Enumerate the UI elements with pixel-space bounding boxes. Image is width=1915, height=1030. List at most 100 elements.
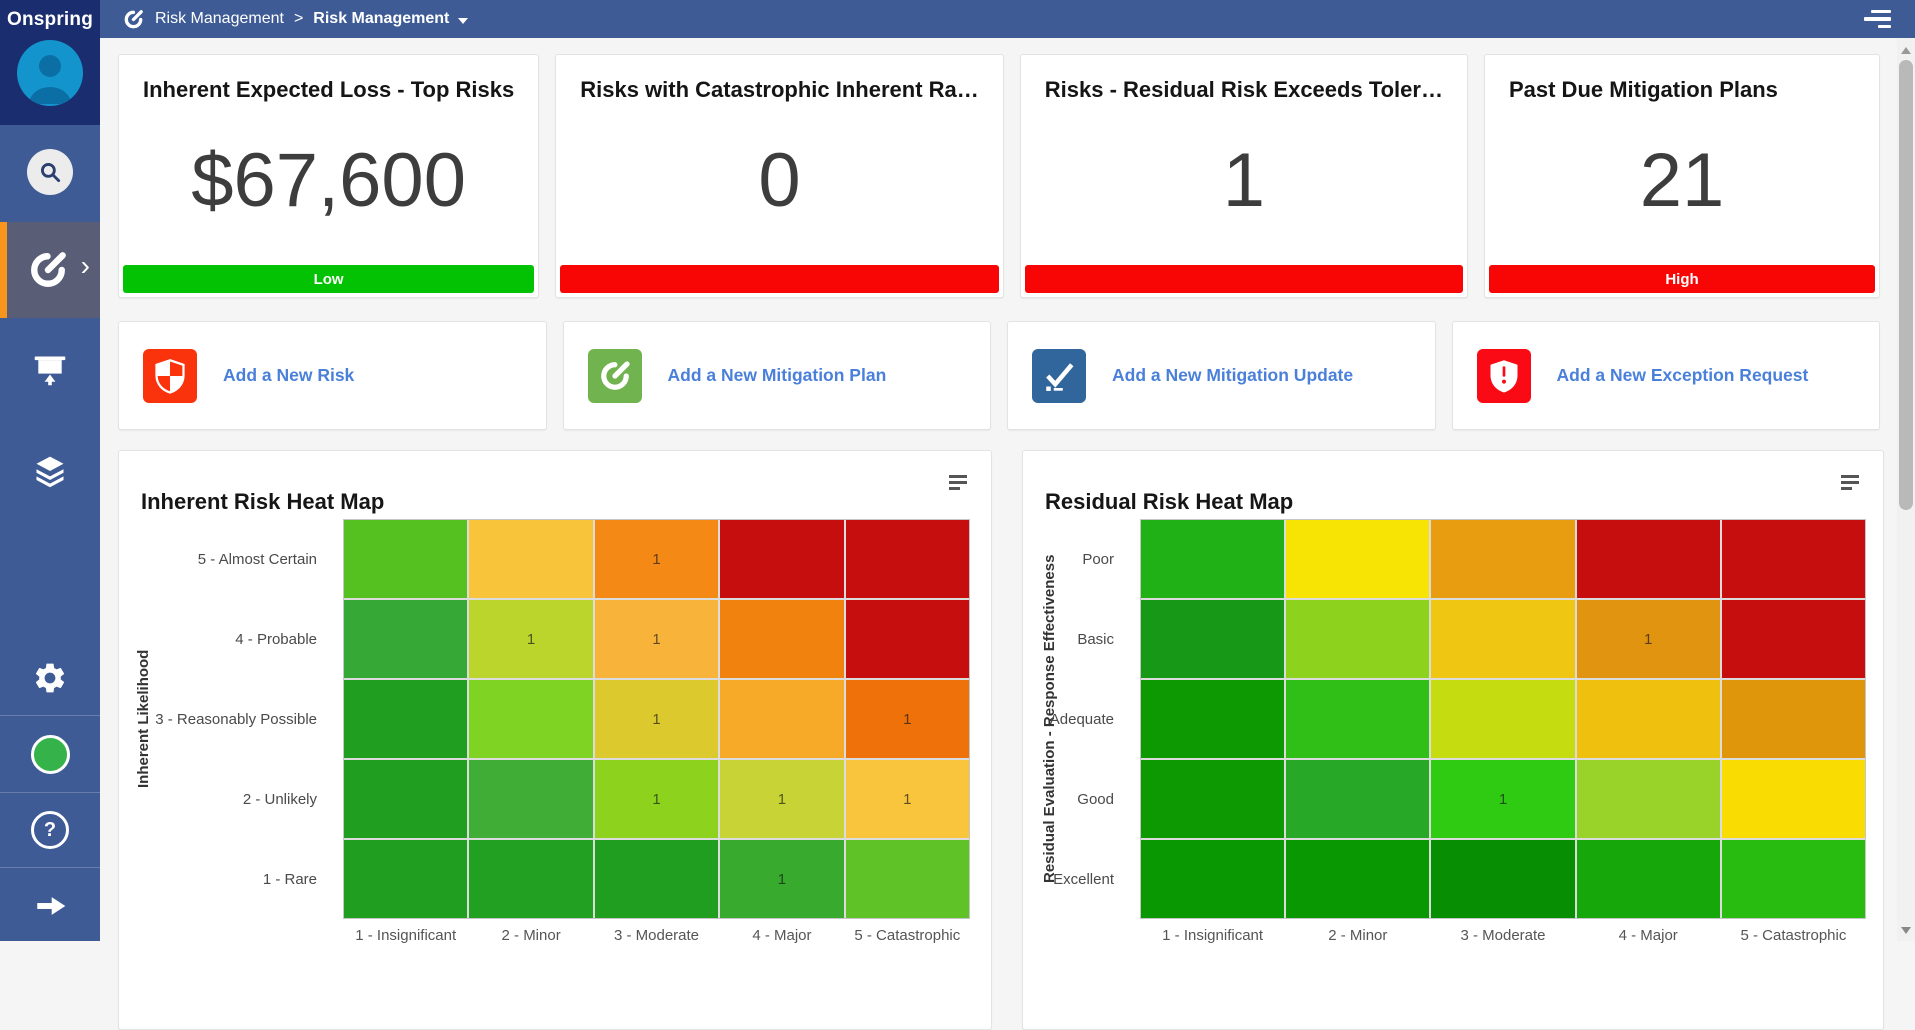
heatmap-row-label: 3 - Reasonably Possible: [155, 710, 317, 728]
heatmap-cell[interactable]: [1141, 680, 1285, 758]
sidebar-expand-button[interactable]: [0, 876, 100, 936]
heatmap-cell[interactable]: [1286, 680, 1430, 758]
inherent-risk-heatmap-card: Inherent Risk Heat Map Inherent Likeliho…: [118, 450, 992, 1030]
heatmap-cell[interactable]: [1286, 840, 1430, 918]
user-silhouette-icon: [29, 55, 71, 104]
quick-action-link[interactable]: Add a New Exception Request: [1556, 365, 1809, 385]
heatmap-cell[interactable]: [1431, 600, 1575, 678]
heatmap-cell[interactable]: [1431, 840, 1575, 918]
heatmap-cell[interactable]: 1: [594, 600, 719, 678]
heatmap-cell[interactable]: [344, 520, 468, 598]
sidebar-item-layers[interactable]: [0, 441, 100, 501]
scrollbar-down-arrow[interactable]: [1901, 927, 1911, 934]
sidebar: Onspring ›: [0, 0, 100, 941]
sidebar-item-risk-management-active[interactable]: ›: [0, 222, 100, 318]
kpi-card[interactable]: Inherent Expected Loss - Top Risks $67,60…: [118, 54, 540, 298]
quick-action-link[interactable]: Add a New Mitigation Update: [1112, 365, 1354, 385]
gauge-icon: [587, 348, 642, 403]
kpi-card[interactable]: Past Due Mitigation Plans 21 High: [1483, 54, 1880, 298]
heatmap-cell-count: 1: [652, 790, 661, 808]
heatmap-col-label: 5 - Catastrophic: [1740, 927, 1847, 944]
heatmap-cell[interactable]: [720, 680, 844, 758]
hamburger-menu-icon[interactable]: [1864, 9, 1891, 29]
heatmap-cell[interactable]: [845, 520, 969, 598]
heatmap-cell[interactable]: [720, 600, 844, 678]
quick-action-card[interactable]: Add a New Mitigation Plan: [562, 321, 991, 430]
kpi-card-value: 21: [1639, 138, 1725, 223]
quick-action-link[interactable]: Add a New Mitigation Plan: [667, 365, 887, 385]
heatmap-cell[interactable]: [469, 680, 593, 758]
heatmap-cell[interactable]: [1576, 840, 1720, 918]
sidebar-item-settings[interactable]: [0, 648, 100, 708]
heatmap-cell[interactable]: [1576, 680, 1720, 758]
avatar[interactable]: [17, 40, 83, 106]
scrollbar-thumb[interactable]: [1899, 60, 1913, 510]
heatmap-cell[interactable]: [1576, 520, 1720, 598]
heatmap-cell[interactable]: [469, 520, 593, 598]
quick-action-card[interactable]: Add a New Mitigation Update: [1007, 321, 1436, 430]
heatmap-cell[interactable]: [1576, 760, 1720, 838]
heatmap-cell[interactable]: [1141, 600, 1285, 678]
quick-action-link[interactable]: Add a New Risk: [223, 365, 355, 385]
heatmap-cell[interactable]: [344, 600, 468, 678]
layers-icon: [36, 456, 64, 488]
heatmap-cell[interactable]: [1431, 680, 1575, 758]
heatmap-cell[interactable]: 1: [720, 760, 844, 838]
heatmap-cell-count: 1: [1644, 630, 1653, 648]
heatmap-cell[interactable]: [1721, 600, 1865, 678]
heatmap-cell[interactable]: [1141, 840, 1285, 918]
sidebar-item-presentation[interactable]: [0, 340, 100, 400]
heatmap-col-label: 4 - Major: [1618, 927, 1678, 944]
breadcrumb-root[interactable]: Risk Management: [155, 10, 284, 27]
presentation-board-icon: [34, 356, 66, 386]
heatmap-cell[interactable]: [344, 680, 468, 758]
chart-context-menu-icon[interactable]: [1841, 475, 1859, 490]
onspring-logo[interactable]: Onspring: [6, 9, 94, 30]
heatmap-cell[interactable]: [845, 840, 969, 918]
kpi-card-value: 1: [1222, 138, 1265, 223]
heatmap-cell[interactable]: [1431, 520, 1575, 598]
caret-down-icon[interactable]: [458, 17, 469, 24]
heatmap-cell[interactable]: [469, 760, 593, 838]
scrollbar-up-arrow[interactable]: [1901, 47, 1911, 54]
heatmap-cell[interactable]: [469, 840, 593, 918]
heatmap-cell[interactable]: 1: [469, 600, 593, 678]
kpi-card[interactable]: Risks with Catastrophic Inherent Ra… 0: [555, 54, 1004, 298]
heatmap-cell[interactable]: 1: [1431, 760, 1575, 838]
breadcrumb-current[interactable]: Risk Management: [313, 10, 450, 27]
kpi-card[interactable]: Risks - Residual Risk Exceeds Toler… 1: [1019, 54, 1468, 298]
heatmap-cell[interactable]: [344, 760, 468, 838]
heatmap-cell[interactable]: [720, 520, 844, 598]
sidebar-divider: [0, 715, 100, 716]
heatmap-cell[interactable]: 1: [594, 760, 719, 838]
heatmap-cell[interactable]: 1: [594, 520, 719, 598]
heatmap-cell[interactable]: [344, 840, 468, 918]
heatmap-cell[interactable]: [594, 840, 719, 918]
heatmap-cell[interactable]: 1: [845, 760, 969, 838]
heatmap-cell[interactable]: [1141, 520, 1285, 598]
heatmap-cell-count: 1: [903, 710, 912, 728]
chart-context-menu-icon[interactable]: [949, 475, 967, 490]
heatmap-cell[interactable]: 1: [845, 680, 969, 758]
heatmap-cell[interactable]: [1721, 520, 1865, 598]
quick-action-card[interactable]: Add a New Risk: [118, 321, 547, 430]
heatmap-row-label: Adequate: [1049, 710, 1114, 728]
heatmap-cell[interactable]: [1286, 760, 1430, 838]
heatmap-cell[interactable]: [1286, 520, 1430, 598]
heatmap-cell[interactable]: [1721, 840, 1865, 918]
heatmap-cell[interactable]: 1: [1576, 600, 1720, 678]
quick-action-card[interactable]: Add a New Exception Request: [1451, 321, 1880, 430]
search-button[interactable]: [0, 148, 100, 196]
heatmap-cell-count: 1: [652, 630, 661, 648]
search-icon: [27, 149, 73, 195]
heatmap-cell[interactable]: 1: [594, 680, 719, 758]
heatmap-cell[interactable]: 1: [720, 840, 844, 918]
shield-exclamation-icon: [1476, 348, 1531, 403]
heatmap-cell[interactable]: [1141, 760, 1285, 838]
sidebar-item-help[interactable]: ?: [0, 800, 100, 860]
heatmap-cell[interactable]: [1721, 680, 1865, 758]
heatmap-cell[interactable]: [845, 600, 969, 678]
heatmap-cell[interactable]: [1721, 760, 1865, 838]
sidebar-item-status[interactable]: [0, 724, 100, 784]
heatmap-cell[interactable]: [1286, 600, 1430, 678]
